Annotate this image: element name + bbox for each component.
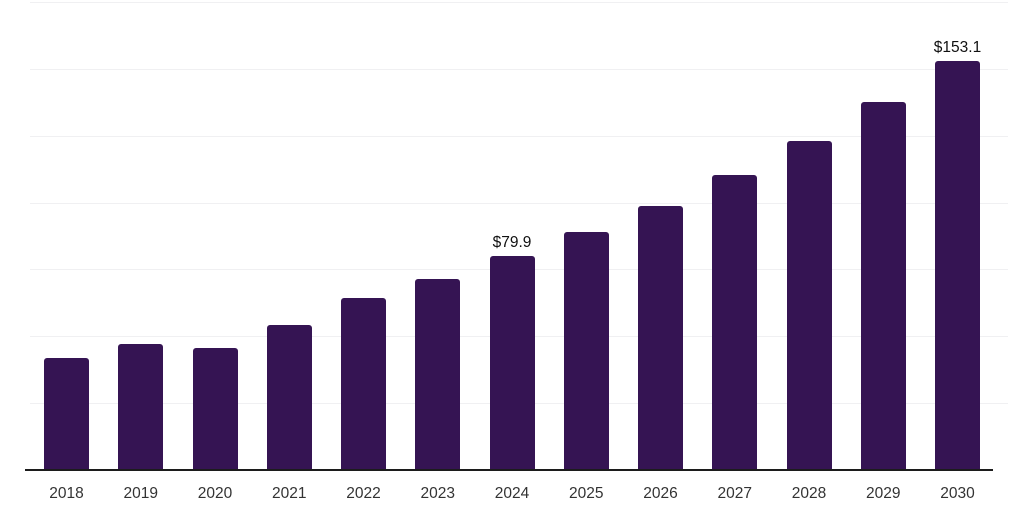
bar-2022 — [341, 297, 386, 470]
x-tick-2025: 2025 — [569, 485, 604, 502]
bar-2029 — [860, 102, 906, 470]
x-tick-2026: 2026 — [643, 485, 678, 502]
gridline-125 — [30, 135, 1008, 137]
x-tick-2021: 2021 — [272, 485, 307, 502]
bar-2023 — [415, 278, 461, 470]
value-label-2030: $153.1 — [933, 38, 982, 56]
bar-2021 — [266, 325, 312, 470]
x-tick-2023: 2023 — [420, 485, 455, 502]
gridline-175 — [30, 2, 1008, 3]
bar-2018 — [44, 358, 89, 470]
bar-2026 — [638, 205, 683, 470]
bar-2025 — [563, 231, 609, 470]
bar-2019 — [118, 344, 164, 470]
x-tick-2029: 2029 — [866, 485, 901, 502]
x-tick-2022: 2022 — [346, 485, 381, 502]
x-axis-line — [25, 469, 993, 471]
x-tick-2027: 2027 — [717, 485, 752, 502]
value-label-2024: $79.9 — [492, 234, 532, 252]
bar-2030 — [935, 60, 980, 470]
x-tick-2019: 2019 — [123, 485, 158, 502]
x-tick-2020: 2020 — [197, 485, 233, 502]
gridline-100 — [30, 202, 1008, 204]
gridline-150 — [30, 68, 1008, 70]
bar-2028 — [786, 140, 832, 470]
bar-2027 — [712, 174, 758, 470]
bar-2020 — [192, 347, 238, 470]
x-tick-2018: 2018 — [49, 485, 84, 502]
x-tick-2028: 2028 — [791, 485, 827, 502]
bar-2024 — [489, 256, 535, 470]
x-tick-2024: 2024 — [494, 485, 530, 502]
x-tick-2030: 2030 — [940, 485, 975, 502]
